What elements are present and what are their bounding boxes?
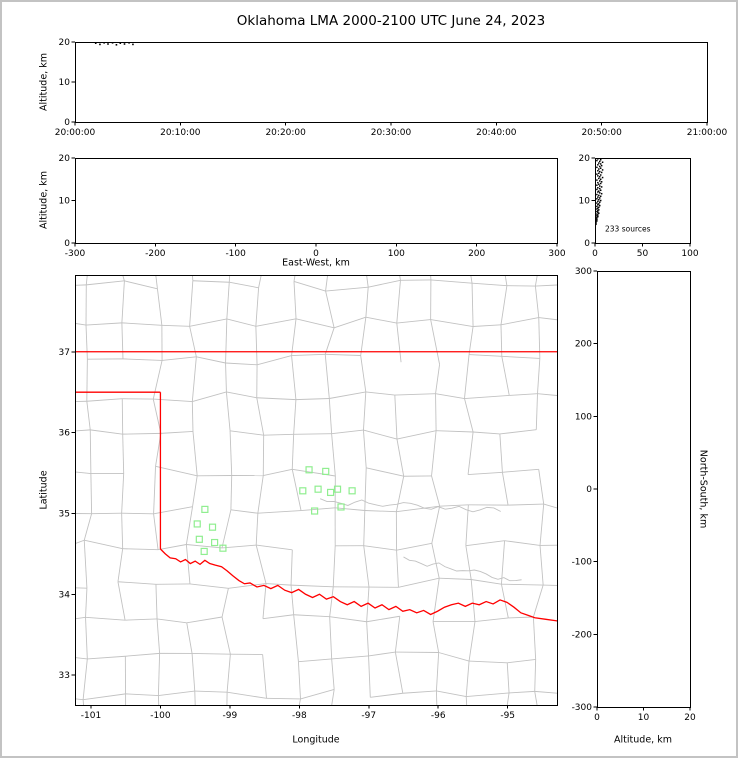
x-tick-label: 21:00:00: [687, 128, 728, 138]
county-boundaries: [75, 275, 557, 705]
y-tick-label: 10: [59, 197, 71, 207]
alt-histogram-axes: 0 50 100 0 10 20: [579, 154, 699, 259]
ew-height-axes: -300 -200 -100 0 100 200 300 0 10 20: [59, 154, 566, 259]
station-marker: [208, 523, 217, 531]
station-marker: [305, 466, 313, 474]
y-tick-label: 0: [64, 239, 70, 249]
x-tick-label: -96: [431, 711, 446, 721]
x-tick-label: 200: [468, 249, 485, 259]
y-tick-label: 0: [584, 239, 590, 249]
y-tick-label: 10: [579, 197, 591, 207]
y-tick-label: 100: [575, 412, 592, 422]
x-tick-label: 20:40:00: [476, 128, 517, 138]
ns-height-xlabel: Altitude, km: [614, 734, 672, 746]
x-tick-label: -100: [150, 711, 171, 721]
station-marker: [348, 487, 356, 495]
y-tick-label: 0: [586, 485, 592, 495]
station-marker: [322, 467, 330, 476]
x-tick-label: 0: [592, 249, 598, 259]
x-tick-label: 10: [638, 713, 650, 723]
ew-height-ylabel: Altitude, km: [38, 171, 50, 229]
y-tick-label: 36: [59, 429, 71, 439]
station-marker: [200, 547, 208, 556]
station-marker: [311, 507, 319, 515]
x-tick-label: -101: [81, 711, 101, 721]
y-tick-label: 35: [59, 509, 70, 519]
altitude-histogram-sources: [595, 158, 604, 226]
station-marker: [201, 505, 209, 513]
x-tick-label: -95: [500, 711, 515, 721]
x-tick-label: -300: [65, 249, 86, 259]
x-tick-label: 20:50:00: [581, 128, 622, 138]
station-markers: [193, 466, 356, 556]
x-tick-label: -100: [225, 249, 246, 259]
ns-height-ylabel: North-South, km: [697, 449, 709, 529]
y-tick-label: 300: [575, 267, 592, 277]
station-marker: [219, 544, 227, 552]
ns-height-axes: 0 10 20 300 200 100 0 -100 -200 -300: [572, 267, 696, 723]
x-tick-label: 20:10:00: [160, 128, 201, 138]
ew-height-xlabel: East-West, km: [282, 257, 350, 269]
x-tick-label: 50: [637, 249, 649, 259]
y-tick-label: 34: [59, 590, 71, 600]
y-tick-label: 10: [59, 78, 71, 88]
map-xlabel: Longitude: [292, 734, 340, 746]
y-tick-label: 200: [575, 340, 592, 350]
x-tick-label: 20:00:00: [55, 128, 96, 138]
y-tick-label: -100: [572, 558, 593, 568]
y-tick-label: 20: [59, 154, 71, 164]
station-marker: [337, 503, 345, 511]
station-marker: [195, 535, 203, 543]
x-tick-label: 20:30:00: [371, 128, 412, 138]
x-tick-label: 0: [313, 249, 319, 259]
y-tick-label: 0: [64, 118, 70, 128]
time-height-ylabel: Altitude, km: [38, 53, 50, 111]
time-height-axes: 20:00:00 20:10:00 20:20:00 20:30:00 20:40:00…: [55, 38, 728, 138]
y-tick-label: 20: [579, 154, 591, 164]
sources-count-annotation: 233 sources: [605, 224, 651, 234]
station-marker: [193, 520, 201, 528]
x-tick-label: -99: [223, 711, 238, 721]
station-marker: [333, 485, 342, 493]
y-tick-label: 37: [59, 348, 70, 358]
plan-view-axes: -101 -100 -99 -98 -97 -96 -95 33 34 35 36 37: [59, 275, 558, 721]
x-tick-label: 20:20:00: [265, 128, 306, 138]
station-marker: [210, 538, 219, 547]
station-marker: [314, 485, 322, 493]
map-ylabel: Latitude: [38, 470, 50, 510]
y-tick-label: 20: [59, 38, 71, 48]
x-tick-label: 100: [681, 249, 698, 259]
figure-title: Oklahoma LMA 2000-2100 UTC June 24, 2023: [236, 13, 546, 29]
x-tick-label: 0: [594, 713, 600, 723]
x-tick-label: -97: [361, 711, 376, 721]
map-layers: [75, 275, 557, 705]
x-tick-label: 300: [548, 249, 565, 259]
x-tick-label: 20: [684, 713, 696, 723]
station-marker: [326, 488, 335, 497]
y-tick-label: -300: [572, 703, 593, 713]
x-tick-label: -98: [292, 711, 307, 721]
x-tick-label: 100: [388, 249, 405, 259]
y-tick-label: 33: [59, 671, 70, 681]
x-tick-label: -200: [145, 249, 166, 259]
state-border: [75, 351, 557, 622]
station-marker: [299, 487, 307, 495]
y-tick-label: -200: [572, 630, 593, 640]
